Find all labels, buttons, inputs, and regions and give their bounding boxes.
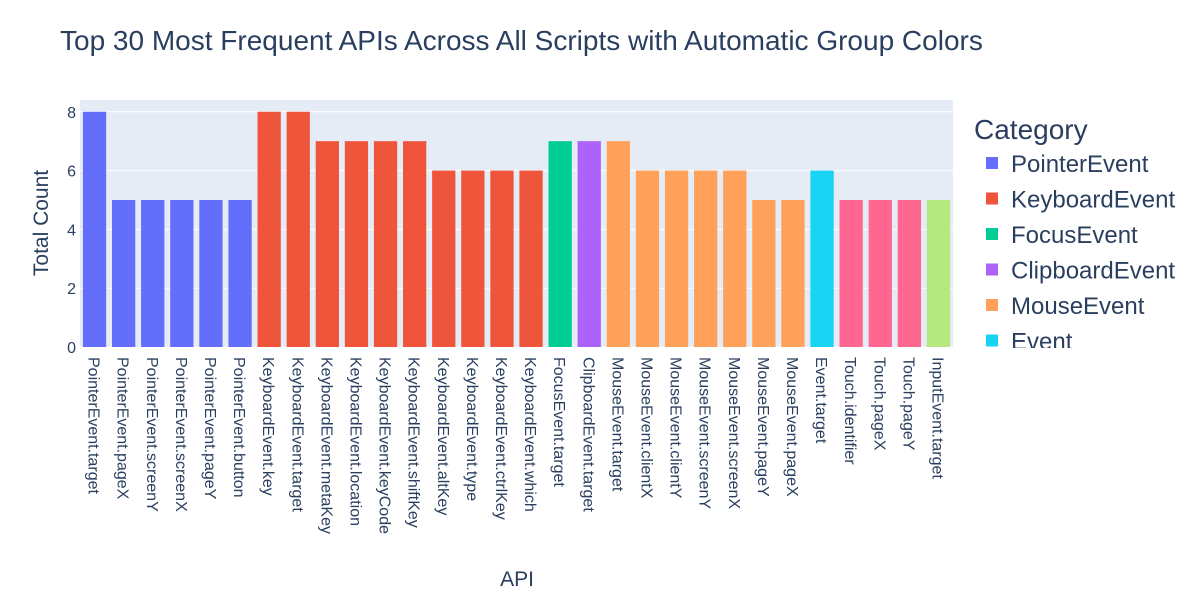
x-tick-label: KeyboardEvent.altKey	[434, 357, 451, 515]
bar-keyboardevent-shiftkey	[403, 141, 427, 347]
legend: PointerEvent KeyboardEvent FocusEvent Clipb…	[986, 151, 1175, 356]
x-tick-label: KeyboardEvent.keyCode	[376, 357, 393, 534]
x-tick-label: InputEvent.target	[928, 357, 945, 479]
x-tick-label: MouseEvent.pageX	[783, 357, 800, 497]
bar-keyboardevent-type	[461, 170, 485, 347]
legend-swatch-focusevent	[986, 228, 998, 240]
x-tick-label: MouseEvent.screenY	[696, 357, 713, 509]
x-axis-title: API	[500, 568, 534, 591]
legend-swatch-mouseevent	[986, 299, 998, 311]
y-axis-ticks: 0 2 4 6 8	[67, 105, 76, 357]
bar-mouseevent-pagey	[752, 199, 776, 347]
bar-event-target	[810, 170, 834, 347]
bar-focusevent-target	[548, 141, 572, 347]
bar-pointerevent-pagey	[199, 199, 223, 347]
x-axis-ticks: PointerEvent.target PointerEvent.pageX Poi…	[85, 357, 946, 534]
legend-label-keyboardevent: KeyboardEvent	[1011, 187, 1175, 214]
x-tick-label: MouseEvent.clientY	[667, 357, 684, 499]
x-tick-label: KeyboardEvent.location	[346, 357, 363, 526]
bar-mouseevent-target	[606, 141, 630, 347]
legend-swatch-keyboardevent	[986, 192, 998, 205]
bar-pointerevent-button	[228, 199, 252, 347]
bar-pointerevent-screenx	[170, 199, 194, 347]
bar-mouseevent-clientx	[635, 170, 660, 347]
y-tick-label: 8	[67, 105, 76, 122]
bar-mouseevent-clienty	[664, 170, 689, 347]
x-tick-label: MouseEvent.screenX	[725, 357, 742, 509]
y-tick-label: 2	[67, 281, 76, 298]
bar-clipboardevent-target	[577, 141, 601, 347]
x-tick-label: KeyboardEvent.ctrlKey	[492, 357, 509, 520]
y-tick-label: 6	[67, 164, 76, 181]
bars	[82, 111, 951, 347]
x-tick-label: KeyboardEvent.metaKey	[317, 357, 334, 534]
gridlines	[80, 111, 953, 348]
bar-keyboardevent-metakey	[315, 141, 339, 347]
bar-touch-pagex	[868, 199, 892, 347]
x-tick-label: PointerEvent.button	[230, 357, 247, 498]
bar-keyboardevent-altkey	[432, 170, 456, 347]
x-tick-label: MouseEvent.clientX	[637, 357, 654, 499]
bar-keyboardevent-key	[257, 111, 281, 347]
y-tick-label: 4	[67, 222, 76, 239]
plot-background	[80, 100, 953, 347]
chart-title: Top 30 Most Frequent APIs Across All Scr…	[60, 25, 983, 56]
bar-pointerevent-screeny	[141, 199, 165, 347]
bar-keyboardevent-ctrlkey	[490, 170, 514, 347]
legend-swatch-event	[986, 334, 998, 347]
x-tick-label: MouseEvent.target	[608, 357, 625, 492]
bar-mouseevent-pagex	[781, 199, 805, 347]
legend-items: PointerEvent KeyboardEvent FocusEvent Clipb…	[986, 151, 1175, 356]
x-tick-label: KeyboardEvent.key	[259, 357, 276, 496]
bar-keyboardevent-which	[519, 170, 543, 347]
x-tick-label: PointerEvent.pageY	[201, 357, 218, 500]
legend-swatch-clipboardevent	[986, 263, 998, 276]
bar-pointerevent-target	[82, 111, 107, 347]
legend-label-event: Event	[1011, 329, 1073, 356]
legend-label-clipboardevent: ClipboardEvent	[1011, 258, 1175, 285]
bar-keyboardevent-location	[344, 141, 369, 347]
x-tick-label: Touch.identifier	[841, 357, 858, 465]
x-tick-label: ClipboardEvent.target	[579, 357, 596, 512]
legend-swatch-pointerevent	[986, 157, 998, 169]
x-tick-label: PointerEvent.pageX	[114, 357, 131, 500]
bar-mouseevent-screenx	[723, 170, 747, 347]
x-tick-label: KeyboardEvent.target	[288, 357, 305, 512]
x-tick-label: Event.target	[812, 357, 829, 444]
bar-inputevent-target	[926, 199, 951, 347]
x-tick-label: PointerEvent.screenX	[172, 357, 189, 512]
x-tick-label: KeyboardEvent.which	[521, 357, 538, 512]
y-axis-title: Total Count	[30, 170, 53, 276]
bar-touch-pagey	[897, 199, 921, 347]
x-tick-label: PointerEvent.screenY	[143, 357, 160, 512]
legend-label-pointerevent: PointerEvent	[1011, 151, 1149, 178]
x-tick-label: Touch.pageX	[870, 357, 887, 451]
x-tick-label: Touch.pageY	[899, 357, 916, 451]
bar-mouseevent-screeny	[694, 170, 718, 347]
x-tick-label: MouseEvent.pageY	[754, 357, 771, 497]
bar-pointerevent-pagex	[112, 199, 136, 347]
bar-touch-identifier	[839, 199, 863, 347]
x-tick-label: KeyboardEvent.shiftKey	[405, 357, 422, 528]
x-tick-label: KeyboardEvent.type	[463, 357, 480, 501]
x-tick-label: PointerEvent.target	[85, 357, 102, 495]
legend-label-focusevent: FocusEvent	[1011, 222, 1138, 249]
x-tick-label: FocusEvent.target	[550, 357, 567, 487]
y-tick-label: 0	[67, 340, 76, 357]
bar-keyboardevent-target	[286, 111, 310, 347]
legend-title: Category	[974, 114, 1088, 145]
legend-label-mouseevent: MouseEvent	[1011, 293, 1145, 320]
bar-keyboardevent-keycode	[373, 141, 398, 347]
